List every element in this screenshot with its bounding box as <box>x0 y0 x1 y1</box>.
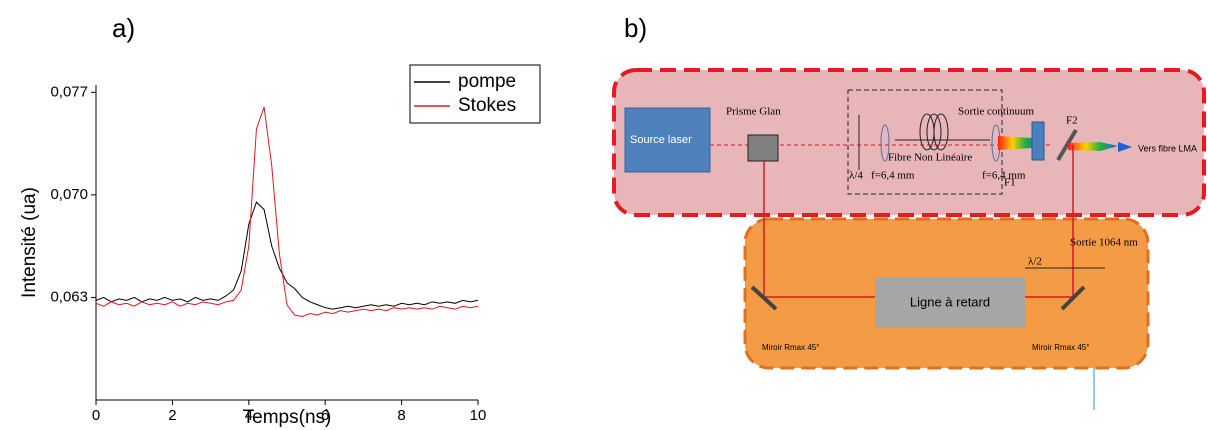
label: Sortie 1064 nm <box>1070 237 1138 249</box>
arrow <box>1118 142 1132 152</box>
delay-line <box>875 278 1025 328</box>
label: Fibre Non Linéaire <box>888 152 972 164</box>
label: Ligne à retard <box>910 294 990 309</box>
legend-label: Stokes <box>458 95 516 116</box>
label: F1 <box>1004 177 1016 189</box>
y-tick-label: 0,063 <box>50 288 88 305</box>
prism <box>747 134 779 162</box>
label: Source laser <box>630 134 692 146</box>
filter <box>1031 121 1045 161</box>
x-tick-label: 8 <box>397 407 405 424</box>
label: Sortie continuum <box>958 106 1035 118</box>
laser-stage <box>612 68 1206 217</box>
legend-box <box>409 64 541 124</box>
data-line <box>95 201 479 310</box>
y-tick-label: 0,077 <box>50 83 88 100</box>
fiber-coil <box>919 113 949 151</box>
x-tick-label: 0 <box>92 407 100 424</box>
mirror <box>1060 285 1086 311</box>
label: Miroir Rmax 45° <box>762 343 819 352</box>
y-axis-label: Intensité (ua) <box>19 187 40 298</box>
label: F2 <box>1066 115 1078 127</box>
output-beam <box>1068 142 1118 151</box>
diagram: Source laser Prisme Glan Ligne à retard … <box>612 68 1206 410</box>
label: Prisme Glan <box>726 106 781 118</box>
panel-label: a) <box>112 13 135 43</box>
x-axis-label: Temps(ns) <box>243 407 332 428</box>
lens <box>880 124 890 162</box>
mirror <box>750 285 778 311</box>
laser-source <box>624 107 711 173</box>
x-tick-label: 6 <box>321 407 329 424</box>
fiber-box <box>847 89 1003 195</box>
continuum-beam <box>998 136 1040 150</box>
label: f=6,4 mm <box>871 170 915 182</box>
x-tick-label: 2 <box>168 407 176 424</box>
label: Miroir Rmax 45° <box>1032 343 1089 352</box>
mirror <box>1056 128 1078 162</box>
label: f=6,4 mm <box>982 170 1026 182</box>
legend-label: pompe <box>458 71 516 92</box>
y-tick-label: 0,070 <box>50 186 88 203</box>
x-tick-label: 10 <box>470 407 487 424</box>
label: λ/2 <box>1028 256 1042 268</box>
label: Vers fibre LMA <box>1138 143 1197 153</box>
label: λ/4 <box>849 170 863 182</box>
x-tick-label: 4 <box>245 407 253 424</box>
data-line <box>95 106 479 318</box>
panel-label: b) <box>624 13 647 43</box>
